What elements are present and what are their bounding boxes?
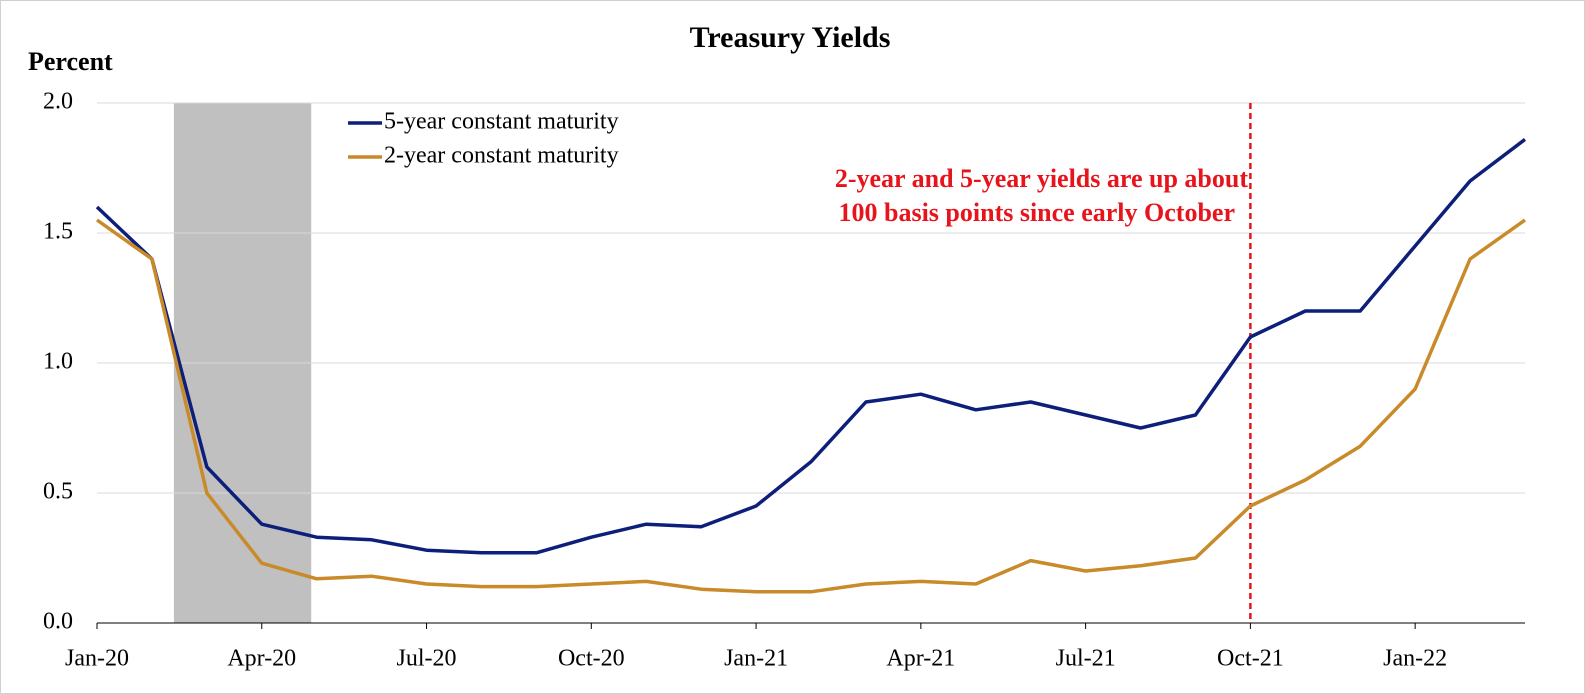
x-tick-label: Jul-20 <box>397 646 457 672</box>
x-tick-label: Apr-20 <box>227 646 296 672</box>
y-tick-label: 2.0 <box>43 89 73 115</box>
y-tick-label: 0.5 <box>43 479 73 505</box>
x-tick-label: Jan-21 <box>724 646 788 672</box>
annotation: 100 basis points since early October <box>839 198 1236 227</box>
y-tick-label: 1.5 <box>43 219 73 245</box>
legend-label: 2-year constant maturity <box>384 143 619 169</box>
y-tick-label: 1.0 <box>43 349 73 375</box>
chart-title: Treasury Yields <box>690 21 891 54</box>
x-tick-label: Jul-21 <box>1056 646 1116 672</box>
x-tick-label: Oct-21 <box>1217 646 1284 672</box>
series-line <box>95 138 1527 555</box>
x-tick-label: Jan-22 <box>1383 646 1447 672</box>
legend-label: 5-year constant maturity <box>384 109 619 135</box>
x-tick-label: Jan-20 <box>65 646 129 672</box>
x-tick-label: Apr-21 <box>886 646 955 672</box>
y-axis-label: Percent <box>28 47 113 76</box>
y-tick-label: 0.0 <box>43 609 73 635</box>
annotation: 2-year and 5-year yields are up about <box>835 164 1248 193</box>
x-tick-label: Oct-20 <box>558 646 625 672</box>
series-line <box>95 218 1527 594</box>
